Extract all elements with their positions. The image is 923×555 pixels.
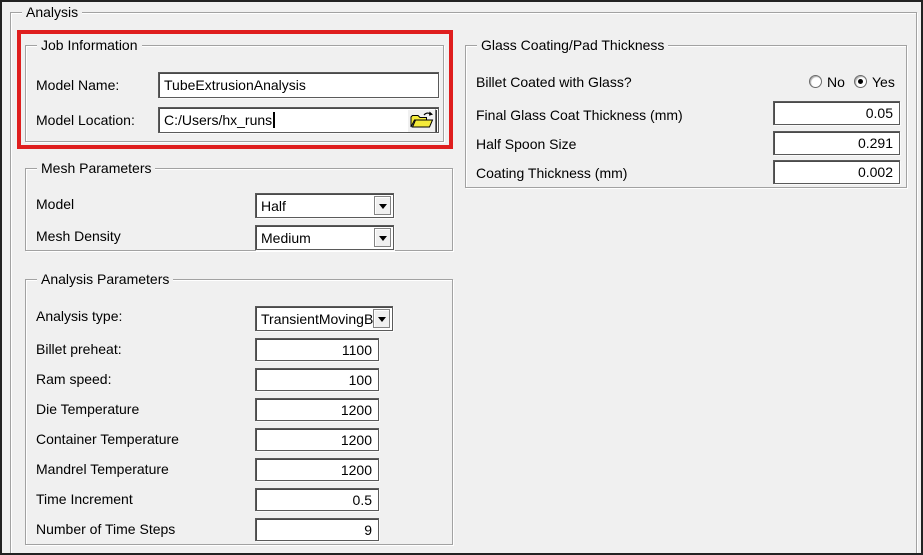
groupbox-mesh-parameters: Mesh Parameters Model Half Mesh Density …: [25, 160, 453, 251]
ram-speed-input[interactable]: 100: [255, 368, 379, 391]
groupbox-analysis: Analysis: [10, 4, 917, 553]
model-location-label: Model Location:: [36, 112, 135, 128]
die-temperature-input[interactable]: 1200: [255, 398, 379, 421]
radio-no[interactable]: [809, 75, 822, 88]
groupbox-analysis-parameters-title: Analysis Parameters: [37, 271, 174, 287]
half-spoon-size-label: Half Spoon Size: [476, 136, 577, 152]
final-glass-coat-thickness-input[interactable]: 0.05: [773, 101, 900, 125]
groupbox-mesh-parameters-title: Mesh Parameters: [37, 160, 156, 176]
model-name-value: TubeExtrusionAnalysis: [164, 77, 306, 93]
model-location-value: C:/Users/hx_runs: [164, 112, 273, 128]
analysis-type-dropdown-button[interactable]: [373, 309, 390, 328]
mesh-density-dropdown-button[interactable]: [374, 228, 391, 247]
mesh-density-dropdown[interactable]: Medium: [255, 225, 394, 250]
radio-no-label: No: [827, 74, 845, 90]
mandrel-temperature-label: Mandrel Temperature: [36, 461, 169, 477]
container-temperature-label: Container Temperature: [36, 431, 179, 447]
mesh-density-value: Medium: [261, 230, 311, 246]
model-name-input[interactable]: TubeExtrusionAnalysis: [158, 72, 439, 98]
radio-yes[interactable]: [854, 75, 867, 88]
groupbox-analysis-title: Analysis: [22, 4, 83, 20]
container-temperature-input[interactable]: 1200: [255, 428, 379, 451]
model-dropdown-value: Half: [261, 198, 286, 214]
analysis-type-dropdown[interactable]: TransientMovingBou: [255, 306, 393, 331]
number-of-time-steps-input[interactable]: 9: [255, 518, 379, 541]
time-increment-label: Time Increment: [36, 491, 133, 507]
mandrel-temperature-input[interactable]: 1200: [255, 458, 379, 481]
text-cursor-caret: [273, 112, 276, 128]
analysis-type-value: TransientMovingBou: [261, 311, 374, 327]
groupbox-job-information: Job Information Model Name: TubeExtrusio…: [25, 37, 444, 142]
browse-button[interactable]: [407, 109, 436, 132]
groupbox-job-information-title: Job Information: [37, 37, 142, 53]
billet-preheat-label: Billet preheat:: [36, 341, 122, 357]
groupbox-glass-coating: Glass Coating/Pad Thickness Billet Coate…: [465, 37, 907, 188]
groupbox-glass-coating-title: Glass Coating/Pad Thickness: [477, 37, 669, 53]
folder-open-icon: [410, 111, 434, 131]
model-name-label: Model Name:: [36, 77, 120, 93]
model-dropdown-button[interactable]: [374, 196, 391, 215]
analysis-type-label: Analysis type:: [36, 308, 123, 324]
billet-preheat-input[interactable]: 1100: [255, 338, 379, 361]
model-dropdown[interactable]: Half: [255, 193, 394, 218]
coating-thickness-input[interactable]: 0.002: [773, 160, 900, 184]
chevron-down-icon: [377, 316, 386, 326]
model-dropdown-label: Model: [36, 196, 75, 212]
chevron-down-icon: [378, 235, 387, 245]
ram-speed-label: Ram speed:: [36, 371, 112, 387]
half-spoon-size-input[interactable]: 0.291: [773, 131, 900, 155]
highlight-rectangle: [17, 30, 453, 149]
die-temperature-label: Die Temperature: [36, 401, 140, 417]
coating-thickness-label: Coating Thickness (mm): [476, 165, 628, 181]
billet-coated-label: Billet Coated with Glass?: [476, 74, 632, 90]
model-location-input[interactable]: C:/Users/hx_runs: [158, 107, 439, 133]
final-glass-coat-thickness-label: Final Glass Coat Thickness (mm): [476, 107, 683, 123]
radio-yes-label: Yes: [872, 74, 895, 90]
groupbox-analysis-parameters: Analysis Parameters Analysis type: Trans…: [25, 271, 453, 545]
chevron-down-icon: [378, 203, 387, 213]
time-increment-input[interactable]: 0.5: [255, 488, 379, 511]
mesh-density-label: Mesh Density: [36, 228, 121, 244]
number-of-time-steps-label: Number of Time Steps: [36, 521, 176, 537]
